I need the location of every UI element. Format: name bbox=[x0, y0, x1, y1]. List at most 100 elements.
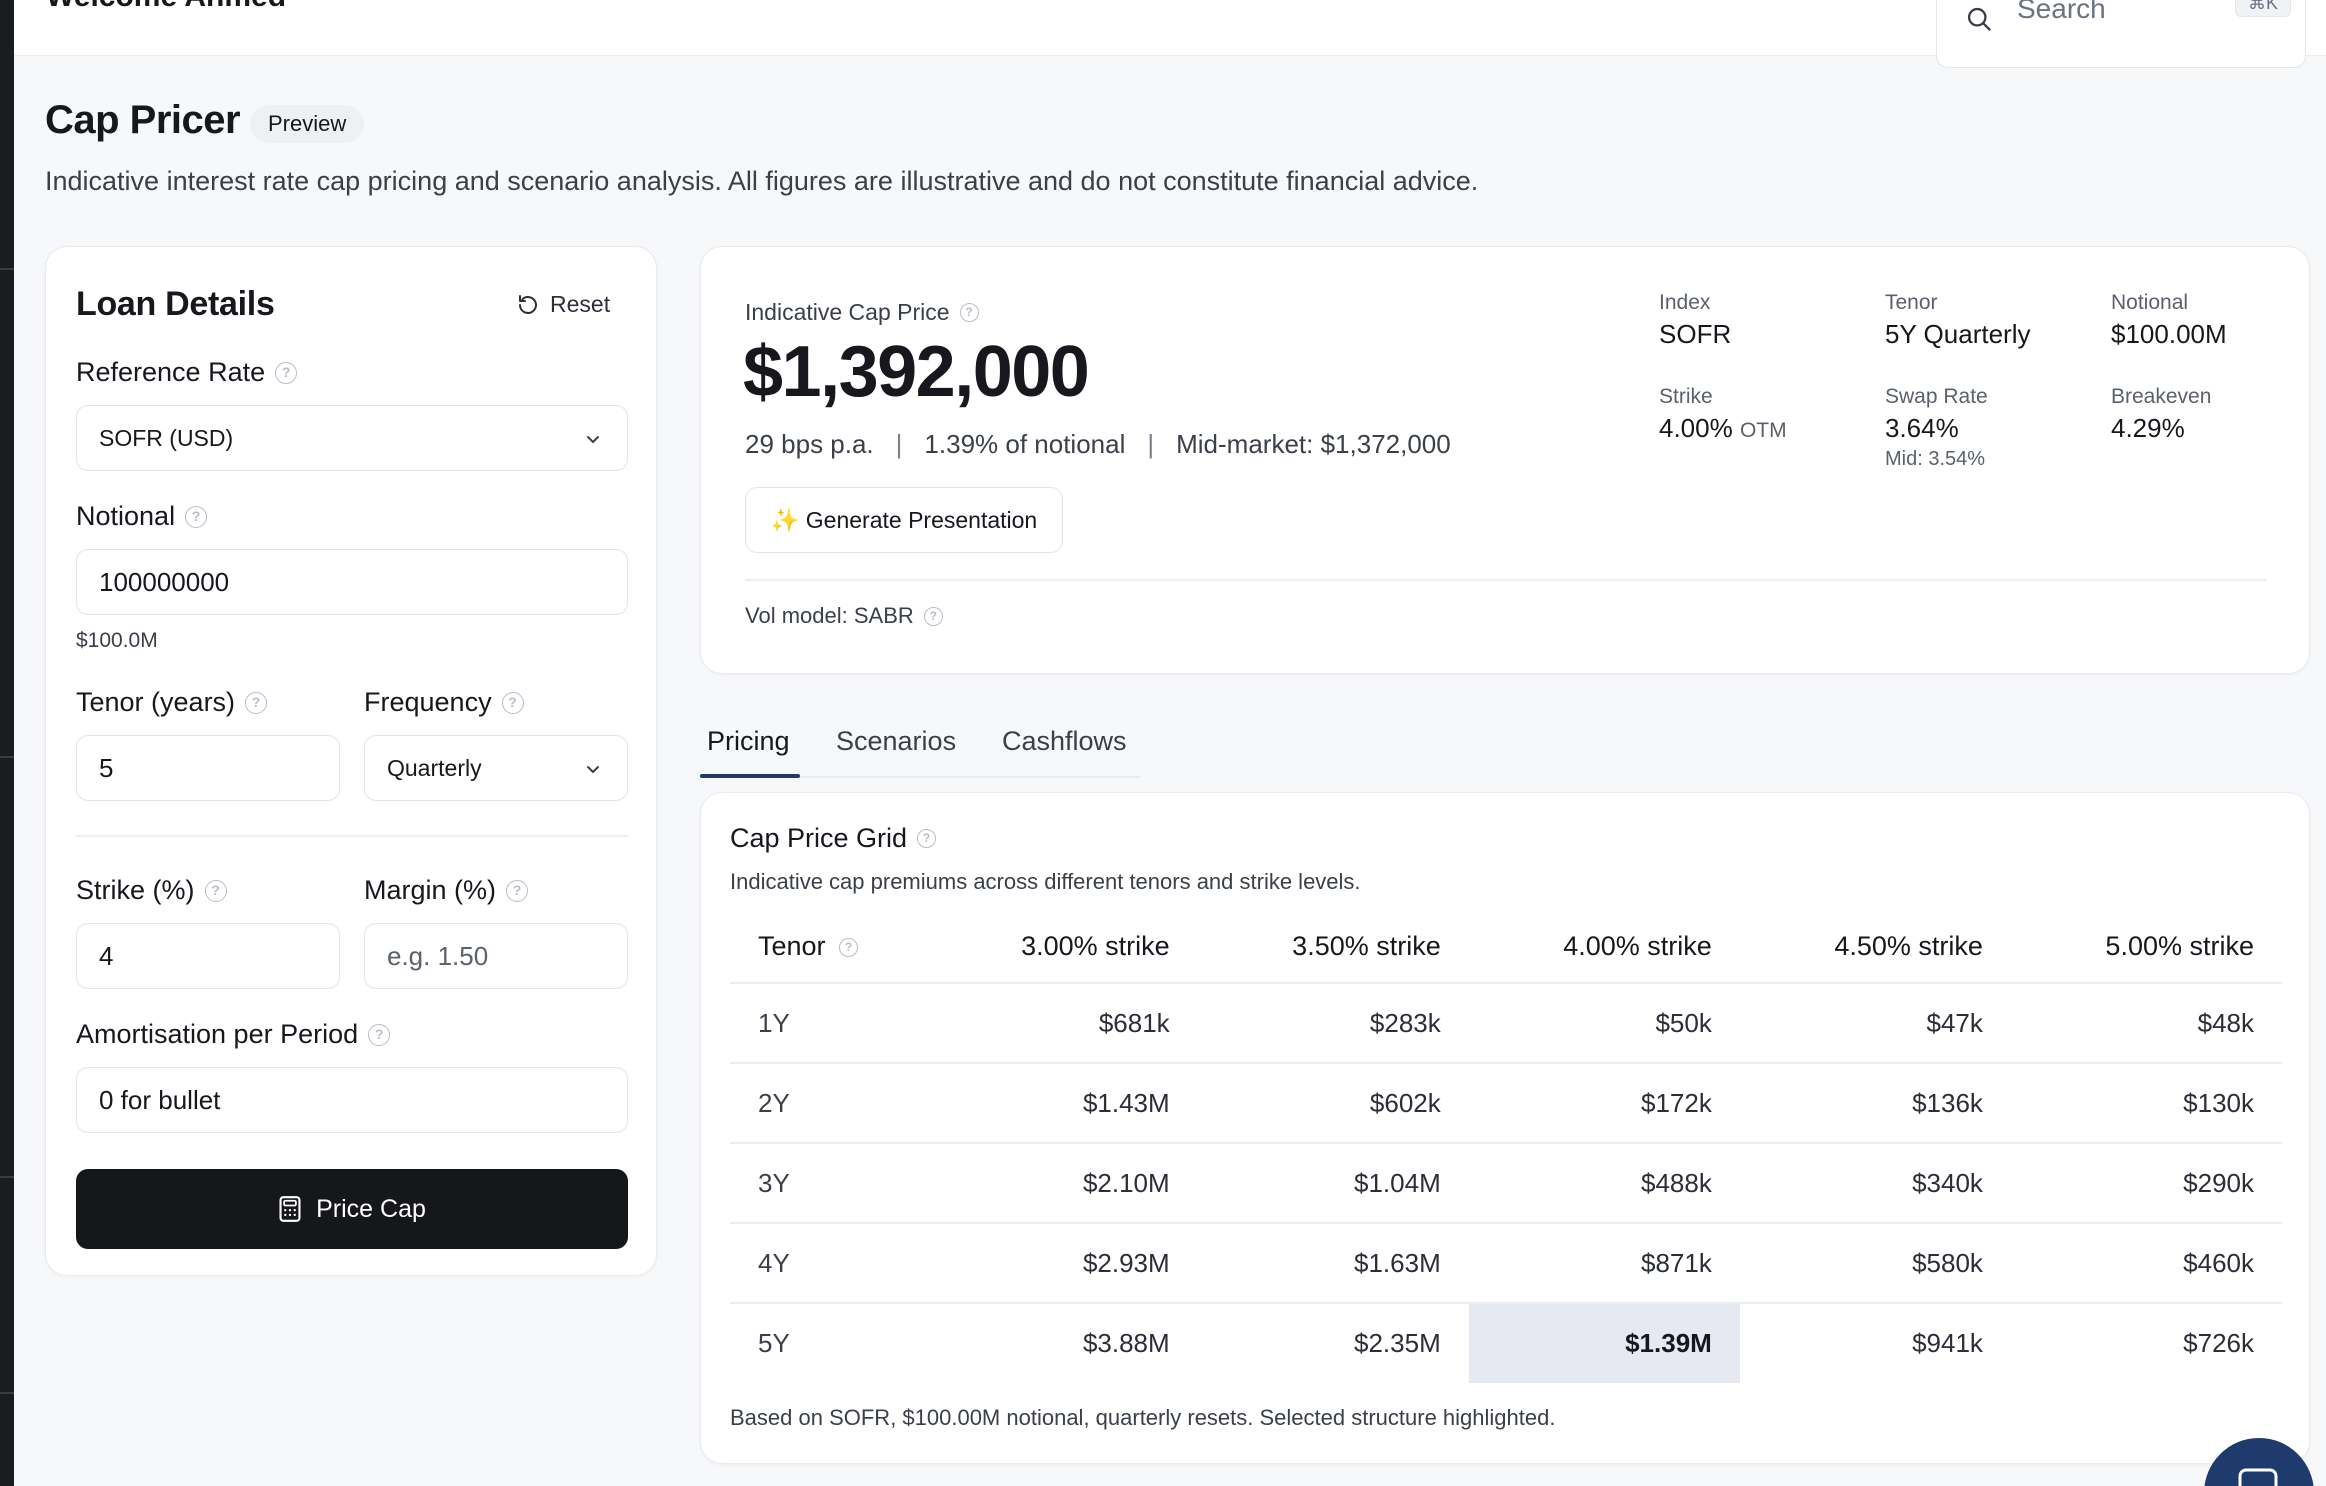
frequency-select[interactable]: Quarterly bbox=[364, 735, 628, 801]
stat-value: $100.00M bbox=[2111, 319, 2227, 349]
help-icon[interactable]: ? bbox=[368, 1023, 391, 1046]
price-cell: $290k bbox=[2010, 1143, 2282, 1224]
frequency-value: Quarterly bbox=[387, 755, 482, 781]
reference-rate-label-text: Reference Rate bbox=[76, 357, 266, 387]
section-divider bbox=[76, 835, 628, 837]
tenor-value: 5 bbox=[99, 753, 114, 783]
help-icon[interactable]: ? bbox=[245, 691, 268, 714]
tab-pricing[interactable]: Pricing bbox=[707, 726, 790, 756]
loan-details-title: Loan Details bbox=[76, 285, 275, 323]
swap-mid: Mid: 3.54% bbox=[1885, 448, 1986, 470]
vol-model: Vol model: SABR ? bbox=[745, 603, 943, 629]
stat-label: Index bbox=[1659, 291, 1711, 314]
column-header: 3.50% strike bbox=[1197, 911, 1469, 984]
notional-label-text: Notional bbox=[76, 501, 176, 531]
summary-divider bbox=[745, 579, 2267, 581]
preview-badge: Preview bbox=[250, 105, 365, 143]
tab-cashflows[interactable]: Cashflows bbox=[1002, 726, 1127, 756]
rail-tick bbox=[0, 268, 14, 270]
reset-icon bbox=[519, 294, 537, 314]
amortisation-placeholder: 0 for bullet bbox=[99, 1085, 221, 1115]
bps-value: 29 bps p.a. bbox=[745, 429, 874, 459]
margin-input[interactable]: e.g. 1.50 bbox=[364, 923, 628, 989]
tenor-cell: 3Y bbox=[730, 1143, 927, 1224]
price-cell: $726k bbox=[2183, 1328, 2254, 1358]
table-row: 5Y $3.88M $2.35M $1.39M $941k $726k bbox=[730, 1303, 2282, 1383]
page-title: Cap Pricer bbox=[45, 98, 241, 142]
reference-rate-select[interactable]: SOFR (USD) bbox=[76, 405, 628, 471]
help-icon[interactable]: ? bbox=[185, 505, 208, 528]
price-cell: $602k bbox=[1197, 1063, 1469, 1144]
help-icon[interactable]: ? bbox=[506, 879, 529, 902]
strike-label-text: Strike (%) bbox=[76, 875, 195, 905]
reset-button[interactable]: Reset bbox=[516, 291, 610, 318]
left-rail bbox=[0, 0, 14, 1486]
price-cell: $1.43M bbox=[926, 1063, 1198, 1144]
stat-index: Index SOFR bbox=[1659, 291, 1731, 350]
notional-label: Notional ? bbox=[76, 501, 208, 532]
separator: | bbox=[1147, 429, 1155, 459]
price-cell: $3.88M bbox=[1082, 1328, 1170, 1358]
help-icon[interactable]: ? bbox=[959, 303, 979, 322]
price-cell: $172k bbox=[1468, 1063, 1740, 1144]
price-cell: $488k bbox=[1468, 1143, 1740, 1224]
top-bar: Welcome Ahmed Search ⌘K bbox=[14, 0, 2326, 68]
chevron-down-icon bbox=[587, 436, 599, 443]
search-placeholder: Search bbox=[2017, 0, 2106, 24]
indicative-price-label-text: Indicative Cap Price bbox=[745, 299, 950, 325]
strike-stat-value: 4.00% bbox=[1659, 413, 1733, 443]
strike-label: Strike (%) ? bbox=[76, 875, 227, 906]
notional-input[interactable]: 100000000 bbox=[76, 549, 628, 615]
price-cell: $130k bbox=[2010, 1063, 2282, 1144]
reference-rate-label: Reference Rate ? bbox=[76, 357, 298, 388]
help-icon[interactable]: ? bbox=[917, 829, 937, 848]
notional-hint: $100.0M bbox=[76, 629, 158, 652]
help-icon[interactable]: ? bbox=[275, 361, 298, 384]
table-row: 1Y $681k $283k $50k $47k $48k bbox=[730, 983, 2282, 1064]
loan-details-card: Loan Details Reset Reference Rate ? SOFR… bbox=[45, 246, 657, 1276]
column-header-label: Tenor bbox=[758, 931, 826, 961]
amortisation-input[interactable]: 0 for bullet bbox=[76, 1067, 628, 1133]
tab-bar: Pricing Scenarios Cashflows bbox=[700, 714, 1140, 778]
tenor-cell: 5Y bbox=[758, 1328, 790, 1358]
active-tab-indicator bbox=[700, 774, 800, 778]
search-input[interactable]: Search ⌘K bbox=[1936, 0, 2306, 68]
price-cell: $136k bbox=[1739, 1063, 2011, 1144]
price-cell: $2.93M bbox=[926, 1223, 1198, 1304]
price-cell: $1.63M bbox=[1197, 1223, 1469, 1304]
price-cell: $2.10M bbox=[926, 1143, 1198, 1224]
price-cell: $941k bbox=[1912, 1328, 1983, 1358]
help-icon[interactable]: ? bbox=[923, 606, 943, 626]
search-icon bbox=[1967, 7, 1991, 31]
margin-label-text: Margin (%) bbox=[364, 875, 497, 905]
stat-breakeven: Breakeven 4.29% bbox=[2111, 385, 2211, 444]
help-icon[interactable]: ? bbox=[501, 691, 524, 714]
table-header-row: Tenor ? 3.00% strike 3.50% strike 4.00% … bbox=[730, 911, 2282, 984]
frequency-label: Frequency ? bbox=[364, 687, 524, 718]
table-row: 3Y $2.10M $1.04M $488k $340k $290k bbox=[730, 1143, 2282, 1224]
generate-presentation-label: ✨ Generate Presentation bbox=[770, 506, 1038, 533]
tab-scenarios[interactable]: Scenarios bbox=[836, 726, 957, 756]
welcome-text: Welcome Ahmed bbox=[46, 0, 286, 14]
chat-icon bbox=[2238, 1468, 2278, 1486]
tenor-label-text: Tenor (years) bbox=[76, 687, 236, 717]
stat-value: SOFR bbox=[1659, 319, 1732, 349]
reference-rate-value: SOFR (USD) bbox=[99, 425, 234, 451]
notional-value: 100000000 bbox=[99, 567, 230, 597]
price-cell: $340k bbox=[1739, 1143, 2011, 1224]
help-icon[interactable]: ? bbox=[839, 938, 859, 958]
stat-label: Swap Rate bbox=[1885, 385, 1988, 408]
stat-notional: Notional $100.00M bbox=[2111, 291, 2227, 350]
strike-input[interactable]: 4 bbox=[76, 923, 340, 989]
price-cell: $871k bbox=[1468, 1223, 1740, 1304]
help-icon[interactable]: ? bbox=[204, 879, 227, 902]
stat-label: Tenor bbox=[1885, 291, 1938, 314]
vol-model-text: Vol model: SABR bbox=[745, 603, 914, 628]
generate-presentation-button[interactable]: ✨ Generate Presentation bbox=[745, 487, 1063, 553]
separator: | bbox=[895, 429, 903, 459]
stat-tenor: Tenor 5Y Quarterly bbox=[1885, 291, 2030, 350]
tenor-input[interactable]: 5 bbox=[76, 735, 340, 801]
stat-value: 4.00% OTM bbox=[1659, 413, 1787, 444]
amortisation-label: Amortisation per Period ? bbox=[76, 1019, 391, 1050]
price-cap-button[interactable]: Price Cap bbox=[76, 1169, 628, 1249]
